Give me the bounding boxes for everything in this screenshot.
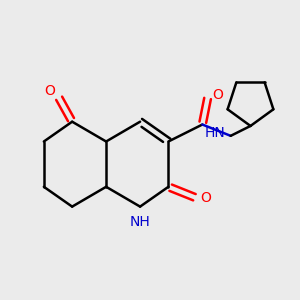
- Text: O: O: [44, 84, 55, 98]
- Text: O: O: [200, 191, 211, 205]
- Text: NH: NH: [130, 215, 151, 229]
- Text: HN: HN: [205, 126, 226, 140]
- Text: O: O: [212, 88, 224, 102]
